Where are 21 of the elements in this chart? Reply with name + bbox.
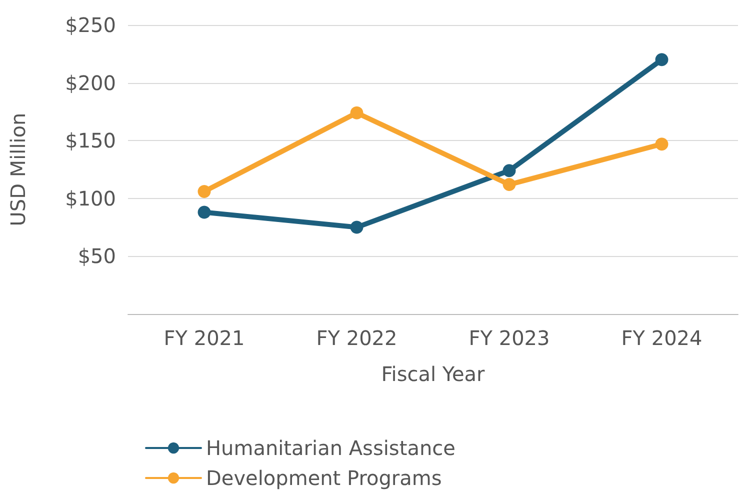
point [350,106,364,120]
point [655,53,668,66]
point [502,178,516,192]
y-tick-label: $200 [65,70,116,95]
point [655,138,668,151]
x-axis-title: Fiscal Year [381,362,486,386]
legend-label: Development Programs [206,466,442,490]
y-tick-label: $250 [65,13,116,37]
x-tick-label: FY 2023 [468,326,550,350]
point [198,184,211,198]
y-axis-title: USD Million [6,112,30,226]
y-tick-label: $100 [65,186,116,210]
y-tick-label: $150 [65,128,116,153]
x-tick-label: FY 2022 [316,326,398,350]
point [502,164,516,178]
point [198,206,211,219]
x-tick-label: FY 2021 [164,326,245,350]
x-tick-label: FY 2024 [621,326,702,350]
y-tick-label: $50 [78,244,116,268]
point [350,220,364,234]
legend-label: Humanitarian Assistance [206,436,456,460]
